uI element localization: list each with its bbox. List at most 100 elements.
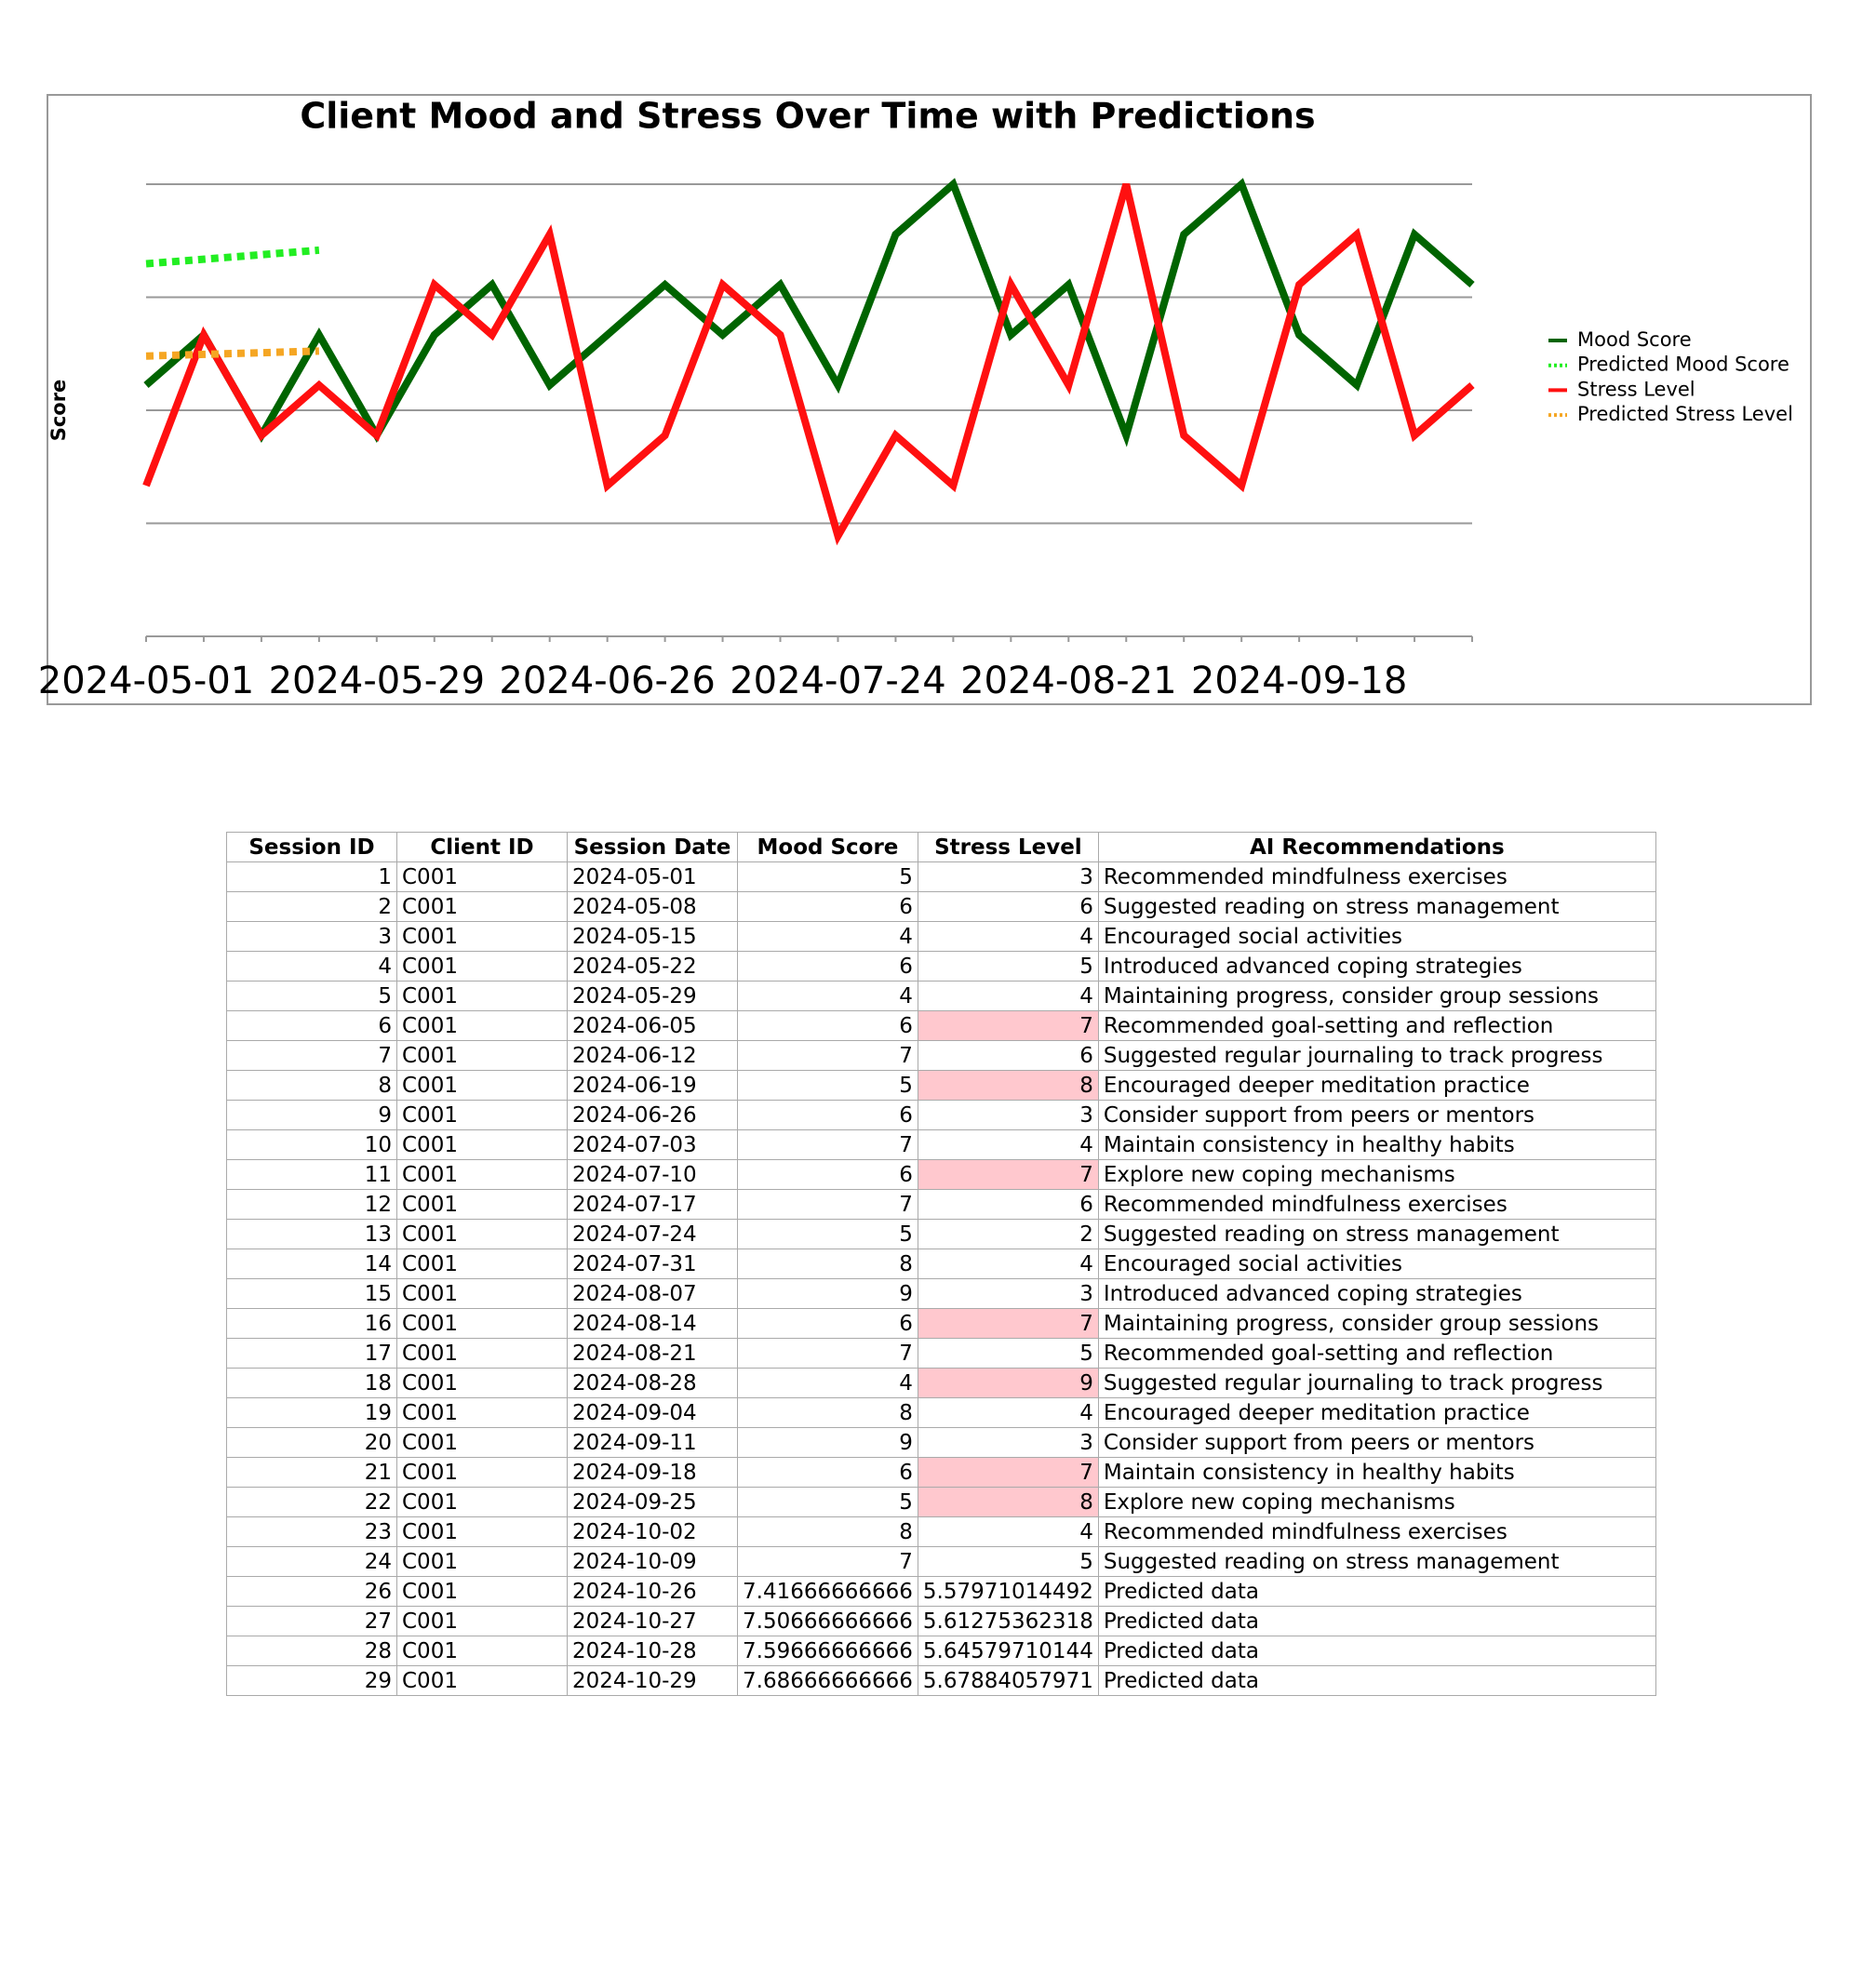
table-cell: 7.41666666666 — [737, 1576, 918, 1607]
table-cell: Predicted data — [1097, 1665, 1656, 1696]
table-cell: 27 — [226, 1606, 397, 1636]
table-cell: 2024-06-05 — [567, 1010, 738, 1041]
table-cell: 28 — [226, 1636, 397, 1666]
line-series — [145, 347, 319, 360]
table-cell: 7.50666666666 — [737, 1606, 918, 1636]
table-row: 24 C001 2024-10-09 7 5 Suggested reading on s… — [226, 1546, 1656, 1577]
table-cell: 2024-05-15 — [567, 921, 738, 952]
table-cell: 9 — [737, 1278, 918, 1309]
table-cell: 7 — [917, 1308, 1099, 1339]
table-cell: 7 — [917, 1010, 1099, 1041]
table-cell: 8 — [226, 1070, 397, 1101]
table-row: 4 C001 2024-05-22 6 5 Introduced advanced cop… — [226, 951, 1656, 982]
table-cell: 6 — [737, 1100, 918, 1130]
table-cell: Consider support from peers or mentors — [1097, 1427, 1656, 1458]
table-row: 16 C001 2024-08-14 6 7 Maintaining progress, … — [226, 1308, 1656, 1339]
x-tick-label: 2024-09-18 — [1191, 660, 1407, 702]
table-cell: 4 — [226, 951, 397, 982]
table-cell: Recommended mindfulness exercises — [1097, 861, 1656, 892]
table-cell: Predicted data — [1097, 1606, 1656, 1636]
table-cell: 2024-07-03 — [567, 1129, 738, 1160]
table-row: 28 C001 2024-10-28 7.59666666666 5.645797101… — [226, 1636, 1656, 1666]
table-cell: 9 — [917, 1368, 1099, 1398]
table-cell: 4 — [917, 921, 1099, 952]
column-header: Mood Score — [737, 832, 918, 862]
table-cell: 20 — [226, 1427, 397, 1458]
table-cell: Encouraged social activities — [1097, 921, 1656, 952]
table-cell: 2024-06-19 — [567, 1070, 738, 1101]
table-cell: 3 — [917, 1427, 1099, 1458]
table-cell: C001 — [396, 861, 568, 892]
table-cell: 3 — [226, 921, 397, 952]
table-cell: 7 — [737, 1040, 918, 1071]
table-cell: C001 — [396, 1338, 568, 1369]
table-cell: 11 — [226, 1159, 397, 1190]
table-cell: Maintaining progress, consider group ses… — [1097, 981, 1656, 1011]
table-cell: Encouraged deeper meditation practice — [1097, 1070, 1656, 1101]
table-cell: 5.57971014492 — [917, 1576, 1099, 1607]
line-series — [143, 178, 1475, 447]
table-cell: 8 — [737, 1516, 918, 1547]
table-row: 5 C001 2024-05-29 4 4 Maintaining progress, c… — [226, 981, 1656, 1011]
table-row: 19 C001 2024-09-04 8 4 Encouraged deeper medi… — [226, 1397, 1656, 1428]
table-cell: 5 — [737, 1219, 918, 1249]
table-cell: 8 — [917, 1070, 1099, 1101]
table-cell: 26 — [226, 1576, 397, 1607]
table-cell: 2024-09-25 — [567, 1487, 738, 1517]
legend-label: Stress Level — [1577, 378, 1695, 400]
table-cell: 6 — [737, 1010, 918, 1041]
table-cell: 8 — [917, 1487, 1099, 1517]
chart-frame — [47, 94, 1812, 705]
table-cell: 8 — [737, 1249, 918, 1279]
table-cell: C001 — [396, 1457, 568, 1488]
table-row: 7 C001 2024-06-12 7 6 Suggested regular journ… — [226, 1040, 1656, 1071]
column-header: Session ID — [226, 832, 397, 862]
table-row: 27 C001 2024-10-27 7.50666666666 5.612753623… — [226, 1606, 1656, 1636]
table-cell: C001 — [396, 951, 568, 982]
table-cell: C001 — [396, 1070, 568, 1101]
table-cell: 5 — [226, 981, 397, 1011]
table-row: 23 C001 2024-10-02 8 4 Recommended mindfulnes… — [226, 1516, 1656, 1547]
table-cell: 9 — [226, 1100, 397, 1130]
table-cell: 5 — [917, 1546, 1099, 1577]
table-cell: 2024-08-14 — [567, 1308, 738, 1339]
column-header: Session Date — [567, 832, 738, 862]
table-row: 14 C001 2024-07-31 8 4 Encouraged social acti… — [226, 1249, 1656, 1279]
table-row: 18 C001 2024-08-28 4 9 Suggested regular jour… — [226, 1368, 1656, 1398]
table-row: 22 C001 2024-09-25 5 8 Explore new coping mec… — [226, 1487, 1656, 1517]
table-cell: 21 — [226, 1457, 397, 1488]
table-row: 9 C001 2024-06-26 6 3 Consider support from p… — [226, 1100, 1656, 1130]
table-cell: 4 — [737, 1368, 918, 1398]
table-row: 26 C001 2024-10-26 7.41666666666 5.579710144… — [226, 1576, 1656, 1607]
table-cell: 5 — [737, 861, 918, 892]
table-cell: 2024-10-02 — [567, 1516, 738, 1547]
table-cell: C001 — [396, 1487, 568, 1517]
table-cell: 2024-10-09 — [567, 1546, 738, 1577]
table-cell: C001 — [396, 1636, 568, 1666]
table-cell: C001 — [396, 1249, 568, 1279]
table-cell: Predicted data — [1097, 1576, 1656, 1607]
table-cell: 4 — [737, 981, 918, 1011]
table-cell: 7.59666666666 — [737, 1636, 918, 1666]
table-cell: 22 — [226, 1487, 397, 1517]
table-cell: 6 — [226, 1010, 397, 1041]
table-cell: 6 — [917, 1040, 1099, 1071]
table-cell: 6 — [737, 1308, 918, 1339]
line-series — [145, 246, 320, 268]
table-cell: 24 — [226, 1546, 397, 1577]
table-row: 15 C001 2024-08-07 9 3 Introduced advanced co… — [226, 1278, 1656, 1309]
table-cell: 6 — [737, 951, 918, 982]
table-cell: 2024-05-29 — [567, 981, 738, 1011]
table-cell: 7 — [917, 1159, 1099, 1190]
table-cell: 4 — [917, 1129, 1099, 1160]
table-cell: 5 — [737, 1487, 918, 1517]
table-cell: 4 — [917, 981, 1099, 1011]
table-cell: 17 — [226, 1338, 397, 1369]
chart: Client Mood and Stress Over Time with Pr… — [38, 94, 1812, 705]
table-cell: 2024-05-01 — [567, 861, 738, 892]
table-cell: 14 — [226, 1249, 397, 1279]
table-cell: 2024-08-21 — [567, 1338, 738, 1369]
table-cell: 6 — [737, 1159, 918, 1190]
table-cell: 13 — [226, 1219, 397, 1249]
